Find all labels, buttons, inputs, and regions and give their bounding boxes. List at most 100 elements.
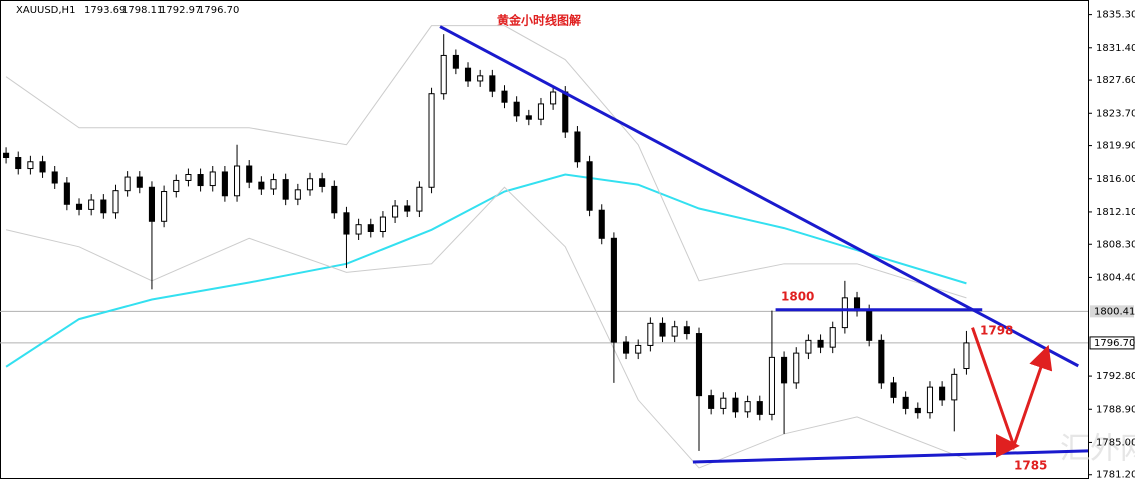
candle-body — [829, 327, 836, 348]
candle-body — [659, 322, 666, 337]
candle-body — [39, 161, 46, 173]
candle-body — [416, 186, 423, 212]
candle-body — [501, 90, 508, 103]
candle-body — [537, 103, 545, 120]
candle-body — [695, 333, 703, 397]
candle-body — [136, 176, 143, 188]
candle-body — [683, 326, 690, 335]
moving-average — [5, 173, 967, 368]
candle-body — [221, 171, 228, 197]
y-tick-label: 1808.30 — [1096, 239, 1135, 250]
candle-body — [598, 209, 605, 239]
candle-body — [720, 397, 727, 409]
candle-body — [841, 297, 848, 329]
candle-body — [464, 67, 472, 82]
candle-body — [574, 131, 581, 163]
y-tick-label: 1785.00 — [1096, 437, 1135, 448]
candle-body — [708, 395, 715, 409]
y-tick-label: 1816.00 — [1096, 174, 1135, 185]
candle-body — [963, 342, 970, 370]
plot — [0, 25, 1089, 469]
candle-body — [489, 75, 496, 92]
candle-body — [440, 54, 447, 95]
y-tick-label: 1788.90 — [1096, 404, 1135, 415]
band-line — [5, 25, 967, 299]
candle-body — [100, 199, 107, 214]
watermark: 汇外网 — [1060, 432, 1135, 467]
header-low: 1792.97 — [160, 5, 201, 16]
y-tick-label: 1827.60 — [1096, 75, 1135, 86]
candle-body — [513, 101, 520, 117]
symbol: XAUUSD,H1 — [16, 5, 75, 16]
header-open: 1793.69 — [84, 5, 125, 16]
candle-body — [623, 341, 630, 354]
candle-body — [319, 178, 326, 187]
candle-body — [282, 179, 289, 200]
candle-body — [27, 161, 34, 170]
candle-body — [392, 205, 399, 218]
candle-body — [890, 382, 897, 398]
candle-body — [355, 224, 362, 235]
candle-body — [63, 182, 70, 205]
candle-body — [367, 224, 374, 232]
candle-body — [671, 326, 678, 337]
candle-body — [428, 93, 435, 188]
candle-body — [246, 165, 253, 183]
candle-body — [404, 205, 411, 212]
candle-body — [878, 339, 885, 384]
candle-body — [817, 339, 824, 348]
header-high: 1798.11 — [122, 5, 163, 16]
candle-body — [951, 373, 958, 401]
y-tick-label: 1835.30 — [1096, 10, 1135, 21]
y-tick-label: 1792.80 — [1096, 371, 1135, 382]
candle-body — [756, 401, 763, 415]
candle-body — [902, 396, 909, 409]
y-tick-label: 1831.40 — [1096, 43, 1135, 54]
candle-body — [732, 397, 739, 413]
candle-body — [75, 203, 83, 210]
candle-body — [209, 171, 216, 187]
candle-body — [562, 91, 569, 133]
candle-body — [124, 176, 131, 192]
y-tick-label: 1781.20 — [1096, 470, 1135, 480]
candle-body — [452, 54, 459, 69]
price-label: 1796.70 — [1094, 338, 1135, 349]
annotation: 1785 — [1014, 459, 1047, 473]
candle-body — [550, 91, 557, 105]
annotation: 1798 — [980, 324, 1013, 338]
candle-body — [294, 189, 301, 200]
candle-body — [914, 407, 921, 414]
candle-body — [781, 356, 788, 384]
candle-body — [258, 181, 265, 190]
candle-body — [161, 191, 168, 222]
candle-body — [173, 179, 180, 193]
candle-body — [88, 199, 95, 210]
candle-body — [610, 237, 617, 343]
candle-body — [15, 156, 22, 170]
candle-body — [233, 165, 241, 197]
candle-body — [647, 322, 654, 346]
annotation: 1800 — [781, 290, 814, 304]
candle-body — [3, 152, 10, 158]
forecast-arrow — [971, 327, 1053, 458]
y-tick-label: 1804.40 — [1096, 272, 1135, 283]
header-close: 1796.70 — [198, 5, 239, 16]
candle-body — [793, 352, 800, 384]
y-tick-label: 1812.10 — [1096, 207, 1135, 218]
candle-body — [270, 179, 277, 190]
candle-body — [112, 190, 119, 214]
price-label-box — [1089, 336, 1135, 350]
candle-body — [51, 171, 58, 184]
candle-body — [744, 401, 751, 413]
plot-frame — [0, 0, 1089, 479]
chart-title: 黄金小时线图解 — [497, 13, 581, 28]
candle-body — [768, 356, 775, 415]
candle-body — [866, 310, 873, 341]
candle-body — [379, 216, 386, 232]
price-label-box — [1090, 305, 1134, 318]
candle-body — [343, 212, 350, 235]
candle-body — [586, 161, 593, 211]
candle-body — [306, 178, 314, 191]
price-label: 1800.41 — [1094, 306, 1135, 317]
candle-body — [926, 386, 934, 414]
